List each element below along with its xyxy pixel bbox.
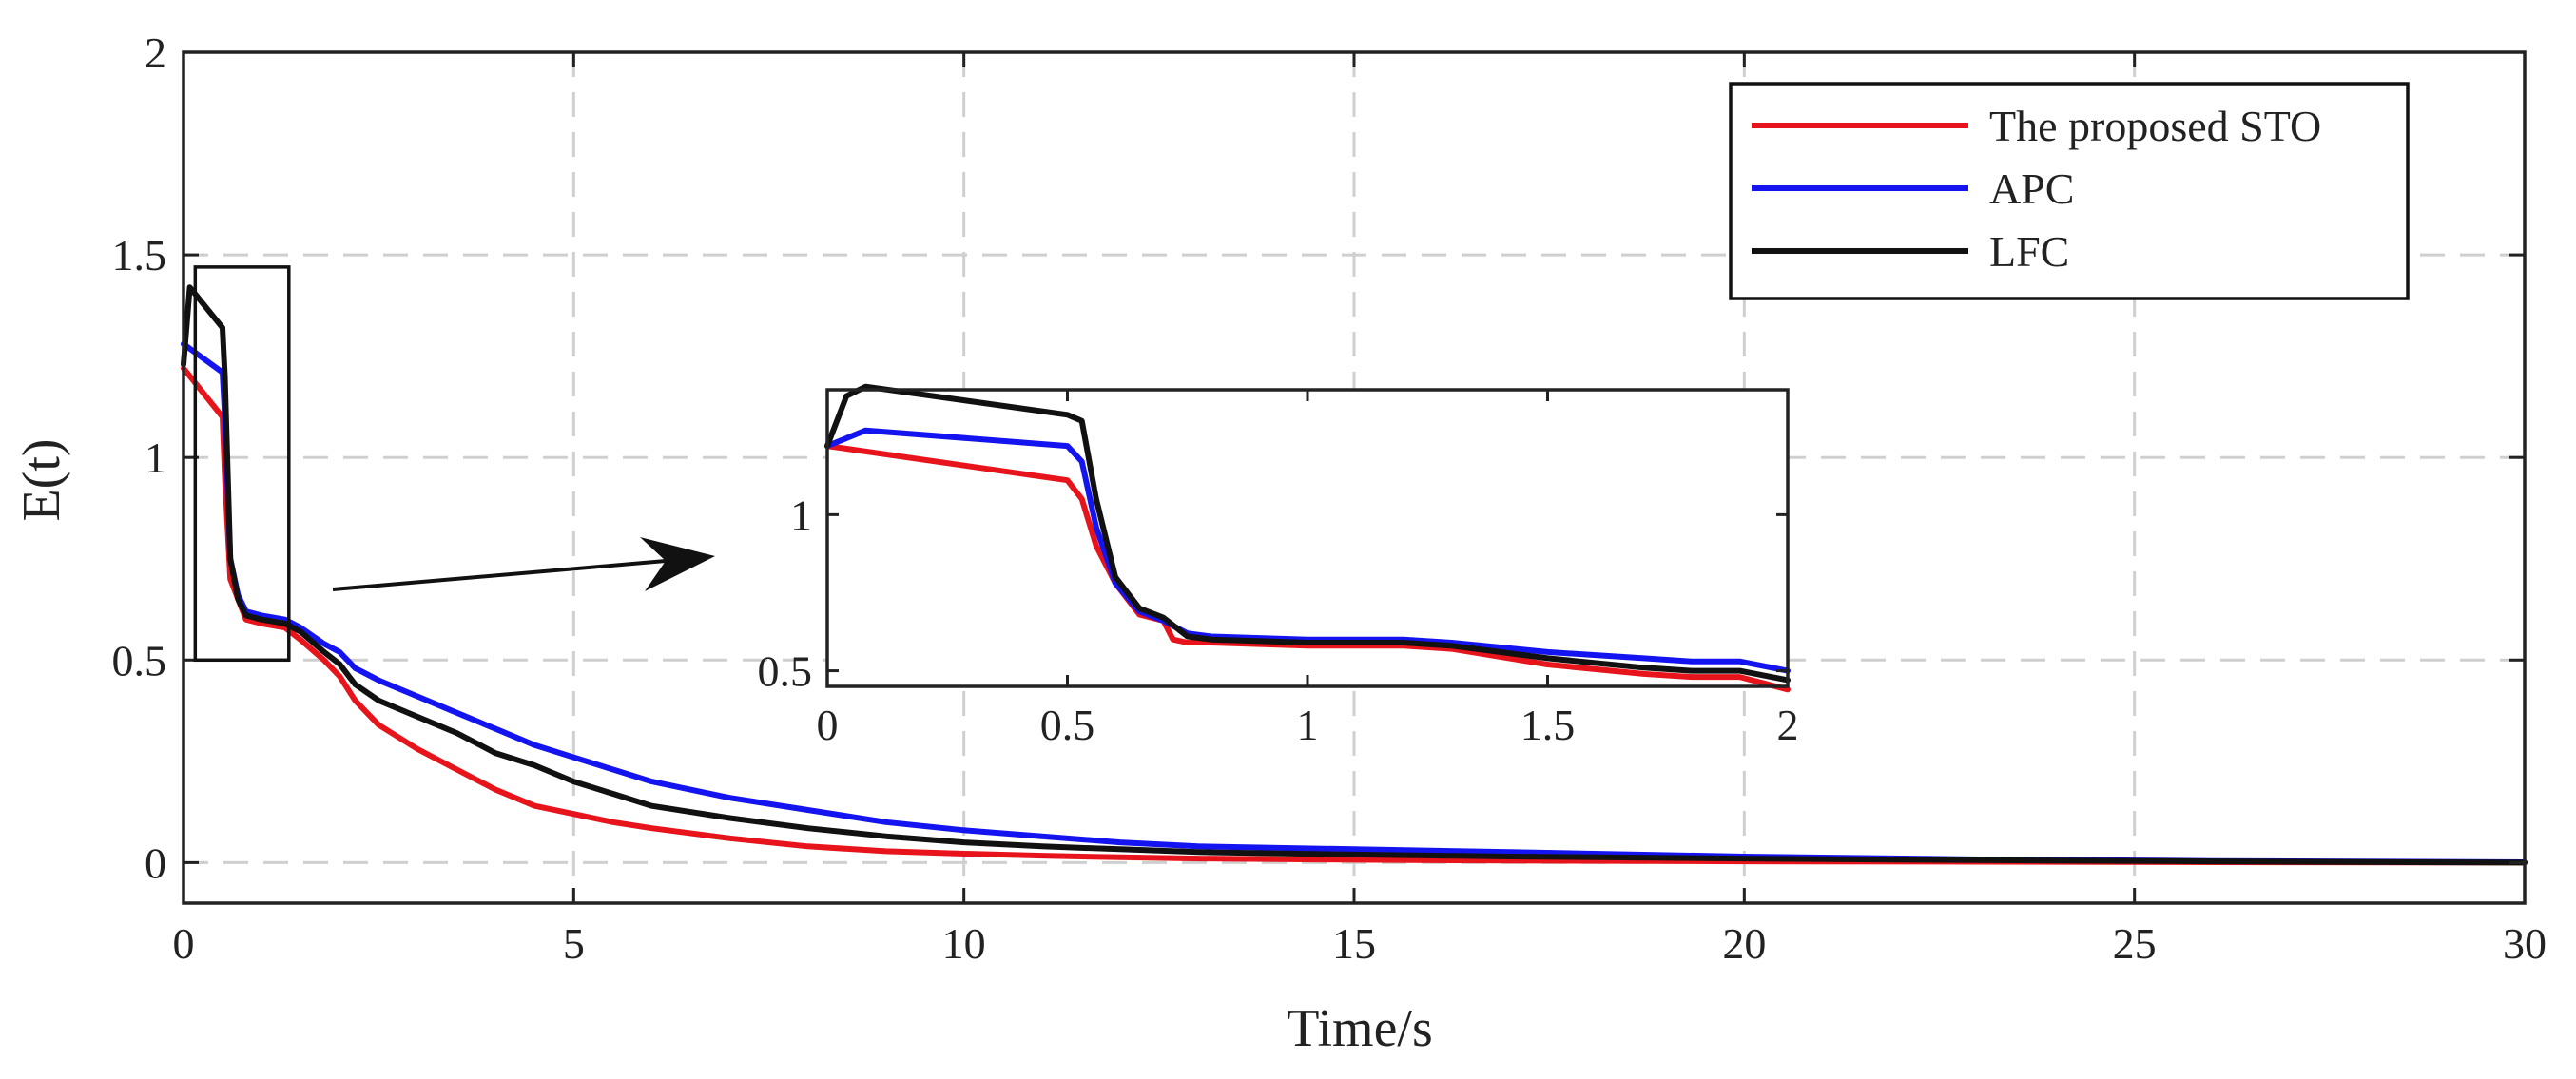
y-tick-label-1-5: 1.5 [112, 231, 167, 279]
main-x-tick-labels: 0 5 10 15 20 25 30 [173, 919, 2547, 968]
zoom-arrow-line [332, 559, 667, 591]
main-y-tick-labels: 0 0.5 1 1.5 2 [112, 29, 167, 887]
y-tick-label-2: 2 [145, 29, 166, 77]
inset-series-line-the-proposed-sto [824, 443, 1791, 693]
legend-items: The proposed STO APC LFC [1752, 102, 2321, 276]
x-tick-label-30: 30 [2503, 919, 2547, 968]
inset-x-tick-label-2: 2 [1777, 701, 1799, 749]
zoom-region-box [193, 265, 291, 663]
inset-y-tick-labels: 0.51 [758, 491, 813, 695]
legend-label-apc: APC [1989, 164, 2074, 213]
x-axis-label: Time/s [1287, 999, 1433, 1058]
inset-ticks [825, 390, 1790, 686]
inset-y-tick-label-1: 1 [790, 491, 812, 539]
inset-y-tick-label-0-5: 0.5 [758, 647, 813, 696]
inset-x-tick-label-1: 1 [1297, 701, 1319, 749]
inset-series-line-lfc [824, 383, 1791, 684]
inset-series-lines [824, 383, 1791, 693]
inset-x-tick-label-0: 0 [817, 701, 839, 749]
x-tick-label-10: 10 [942, 919, 986, 968]
inset-x-tick-label-0-5: 0.5 [1040, 701, 1095, 749]
x-tick-label-0: 0 [173, 919, 195, 968]
x-tick-label-20: 20 [1722, 919, 1766, 968]
series-line-the-proposed-sto [181, 365, 2528, 866]
series-line-apc [181, 340, 2528, 865]
zoom-arrow-head [640, 537, 715, 591]
inset-x-tick-labels: 0 0.5 1 1.5 2 [817, 701, 1799, 749]
series-line-lfc [181, 284, 2528, 866]
zoom-arrow [332, 537, 715, 591]
x-tick-label-25: 25 [2113, 919, 2157, 968]
inset-plot: 0 0.5 1 1.5 2 0.51 [758, 383, 1799, 749]
y-axis-label: E(t) [12, 438, 71, 521]
legend-label-the-proposed-sto: The proposed STO [1989, 102, 2321, 150]
y-tick-label-0-5: 0.5 [112, 636, 167, 684]
x-tick-label-15: 15 [1332, 919, 1376, 968]
inset-series-line-apc [824, 427, 1791, 674]
main-ticks [182, 50, 2527, 903]
legend-label-lfc: LFC [1989, 227, 2069, 276]
legend: The proposed STO APC LFC [1729, 82, 2410, 300]
y-tick-label-0: 0 [145, 838, 166, 887]
y-tick-label-1: 1 [145, 434, 166, 482]
main-series-lines [181, 284, 2528, 866]
x-tick-label-5: 5 [563, 919, 585, 968]
inset-x-tick-label-1-5: 1.5 [1520, 701, 1576, 749]
